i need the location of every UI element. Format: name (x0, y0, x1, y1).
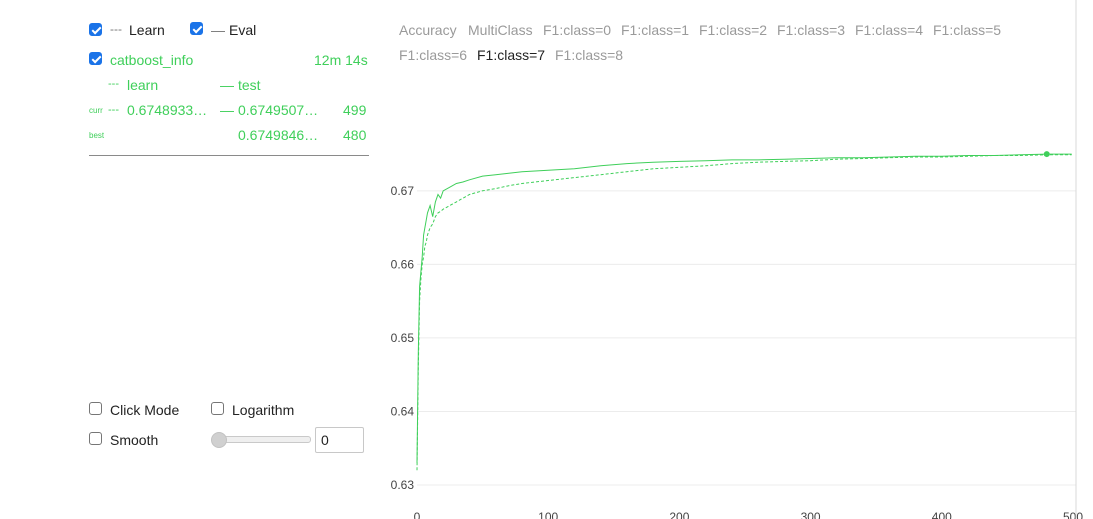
metric-tab-f1-class-6[interactable]: F1:class=6 (399, 47, 468, 63)
y-tick-label: 0.65 (391, 331, 415, 345)
smooth-label: Smooth (110, 432, 159, 448)
curr-row-label: curr (89, 106, 103, 115)
logarithm-checkbox[interactable] (211, 402, 224, 415)
y-tick-label: 0.64 (391, 404, 415, 418)
curr-test-marker: — (220, 102, 234, 118)
test-column-header: test (238, 77, 261, 93)
metric-tab-f1-class-2[interactable]: F1:class=2 (699, 22, 768, 38)
run-elapsed-time: 12m 14s (314, 52, 368, 68)
curr-learn-value: 0.6748933… (127, 102, 208, 118)
learn-legend-label: Learn (129, 22, 165, 38)
metric-tab-f1-class-0[interactable]: F1:class=0 (543, 22, 612, 38)
eval-legend-marker: — (211, 22, 225, 38)
y-tick-label: 0.63 (391, 478, 415, 492)
learn-checkbox[interactable] (89, 23, 102, 36)
x-tick-label: 300 (801, 510, 821, 519)
click-mode-checkbox[interactable] (89, 402, 102, 415)
y-tick-label: 0.66 (391, 257, 415, 271)
eval-legend-label: Eval (229, 22, 257, 38)
eval-checkbox[interactable] (190, 22, 203, 35)
test-column-marker: — (220, 77, 234, 93)
curr-iteration: 499 (343, 102, 367, 118)
run-name[interactable]: catboost_info (110, 52, 194, 68)
smooth-checkbox[interactable] (89, 432, 102, 445)
metric-tab-f1-class-5[interactable]: F1:class=5 (933, 22, 1002, 38)
x-tick-label: 200 (669, 510, 689, 519)
best-test-value: 0.6749846… (238, 127, 319, 143)
smooth-value-input[interactable] (315, 427, 364, 453)
x-tick-label: 500 (1063, 510, 1083, 519)
metric-tab-f1-class-8[interactable]: F1:class=8 (555, 47, 624, 63)
metric-tab-f1-class-4[interactable]: F1:class=4 (855, 22, 924, 38)
metric-tab-f1-class-1[interactable]: F1:class=1 (621, 22, 690, 38)
curr-learn-marker: --- (108, 104, 119, 116)
smooth-slider-handle[interactable] (211, 432, 227, 448)
x-tick-label: 0 (414, 510, 421, 519)
x-tick-label: 100 (538, 510, 558, 519)
metric-tab-accuracy[interactable]: Accuracy (399, 22, 457, 38)
click-mode-label: Click Mode (110, 402, 180, 418)
learn-column-marker: --- (108, 78, 119, 90)
best-iteration: 480 (343, 127, 367, 143)
run-checkbox[interactable] (89, 52, 102, 65)
logarithm-label: Logarithm (232, 402, 295, 418)
x-tick-label: 400 (932, 510, 952, 519)
series-line-learn (416, 154, 1072, 471)
metric-tab-f1-class-3[interactable]: F1:class=3 (777, 22, 846, 38)
best-row-label: best (89, 131, 105, 140)
best-point-marker (1043, 151, 1050, 158)
panel-divider (89, 155, 369, 156)
learn-column-header: learn (127, 77, 159, 93)
metric-tab-multiclass[interactable]: MultiClass (468, 22, 533, 38)
series-line-test (416, 153, 1072, 463)
metric-tab-f1-class-7[interactable]: F1:class=7 (477, 47, 546, 63)
learn-legend-marker: --- (110, 22, 122, 36)
curr-test-value: 0.6749507… (238, 102, 319, 118)
y-tick-label: 0.67 (391, 184, 415, 198)
